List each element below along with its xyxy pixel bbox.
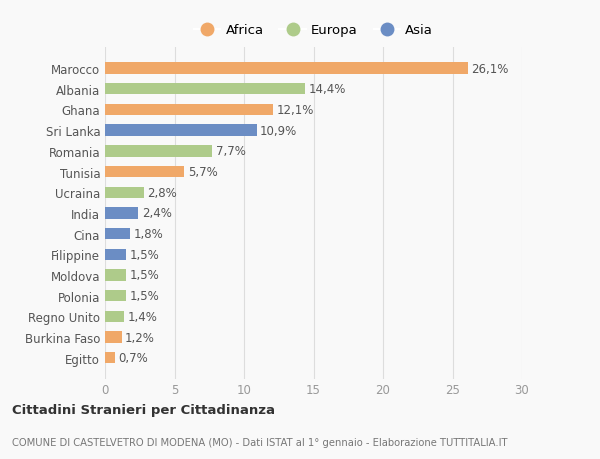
Text: 0,7%: 0,7% [118,352,148,364]
Bar [105,291,126,302]
Text: 1,2%: 1,2% [125,331,155,344]
Text: 7,7%: 7,7% [215,145,245,158]
Bar [105,332,122,343]
Text: 1,5%: 1,5% [130,248,159,261]
Bar [105,105,273,116]
Bar [105,125,257,136]
Text: COMUNE DI CASTELVETRO DI MODENA (MO) - Dati ISTAT al 1° gennaio - Elaborazione T: COMUNE DI CASTELVETRO DI MODENA (MO) - D… [12,437,508,447]
Text: 2,4%: 2,4% [142,207,172,220]
Text: 26,1%: 26,1% [471,62,509,75]
Text: 14,4%: 14,4% [308,83,346,96]
Legend: Africa, Europa, Asia: Africa, Europa, Asia [191,22,436,40]
Text: 1,8%: 1,8% [133,228,163,241]
Text: 10,9%: 10,9% [260,124,297,137]
Bar [105,146,212,157]
Bar [105,249,126,260]
Text: 5,7%: 5,7% [188,166,217,179]
Text: 1,4%: 1,4% [128,310,158,323]
Bar [105,84,305,95]
Bar [105,167,184,178]
Text: 1,5%: 1,5% [130,269,159,282]
Bar [105,270,126,281]
Text: 2,8%: 2,8% [148,186,177,199]
Bar [105,187,144,198]
Bar [105,353,115,364]
Text: 1,5%: 1,5% [130,290,159,302]
Text: Cittadini Stranieri per Cittadinanza: Cittadini Stranieri per Cittadinanza [12,403,275,416]
Bar [105,208,139,219]
Bar [105,63,468,74]
Bar [105,311,124,322]
Text: 12,1%: 12,1% [277,104,314,117]
Bar [105,229,130,240]
